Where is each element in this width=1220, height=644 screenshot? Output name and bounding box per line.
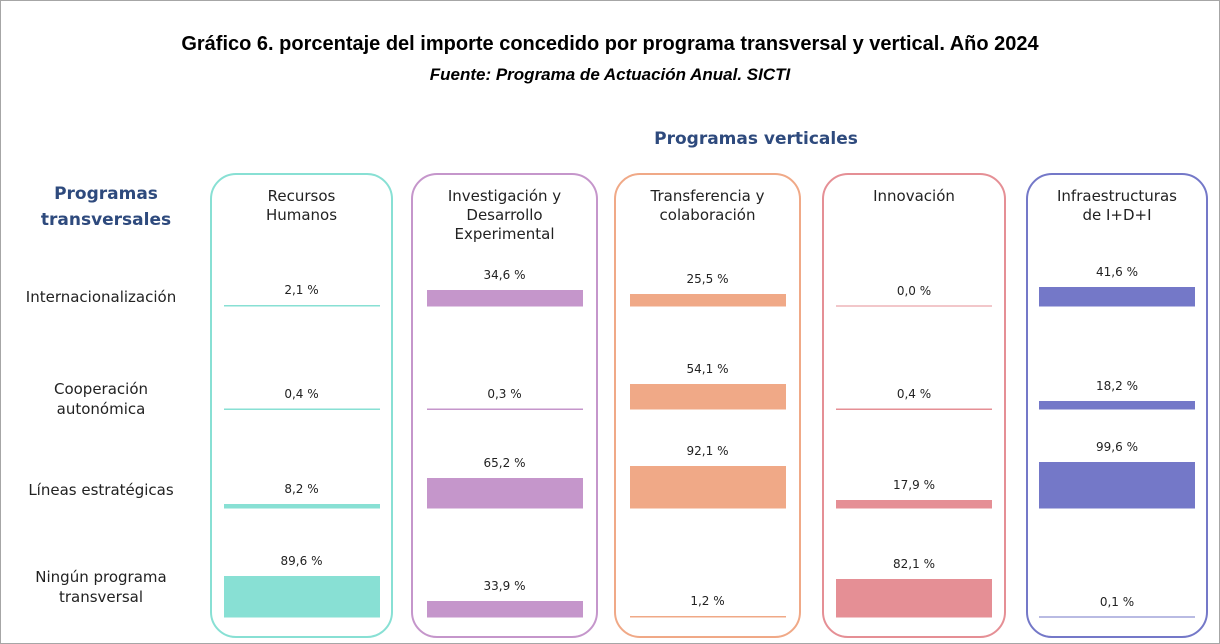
baseline [223,507,380,509]
baseline [1039,507,1195,509]
panel [210,173,393,638]
baseline [836,507,992,509]
bar [426,478,583,508]
baseline [426,616,583,618]
baseline [629,616,786,618]
baseline [629,408,786,410]
bar [629,465,786,508]
value-label: 0,4 % [896,386,932,401]
row-axis-label: Programas transversales [40,184,172,230]
value-label: 2,1 % [284,283,319,298]
baseline [1039,408,1195,410]
baseline [836,408,992,410]
value-label: 34,6 % [483,268,526,283]
value-label: 0,4 % [284,386,319,401]
chart-subtitle: Fuente: Programa de Actuación Anual. SIC… [429,65,791,84]
bar [629,384,786,409]
bar [1039,400,1195,409]
column-axis-label: Programas verticales [654,129,858,149]
value-label: 8,2 % [284,482,319,497]
value-label: 82,1 % [893,557,935,572]
baseline [426,507,583,509]
value-label: 89,6 % [280,553,323,568]
panel [614,173,801,638]
value-label: 0,1 % [1099,594,1135,609]
bar [1039,462,1195,508]
chart-title: Gráfico 6. porcentaje del importe conced… [181,33,1039,55]
bar [426,601,583,617]
baseline [629,507,786,509]
baseline [426,305,583,307]
value-label: 54,1 % [686,362,729,377]
row-label: Líneas estratégicas [28,481,174,499]
series-name: Recursos Humanos [265,187,338,224]
panel [411,173,598,638]
baseline [1039,305,1195,307]
panel [1026,173,1208,638]
series-name: Infraestructuras de I+D+I [1057,187,1177,224]
series-name: Investigación y Desarrollo Experimental [447,187,562,243]
bar [426,290,583,306]
value-label: 99,6 % [1096,440,1138,455]
baseline [223,616,380,618]
series-name: Transferencia y colaboración [650,187,765,224]
value-label: 18,2 % [1096,378,1138,393]
panel [822,173,1006,638]
value-label: 33,9 % [483,579,526,594]
bar [223,305,380,306]
series-name: Innovación [873,187,955,205]
bar [836,499,992,508]
bar [223,504,380,508]
value-label: 92,1 % [686,443,729,458]
value-label: 65,2 % [483,456,526,470]
value-label: 0,3 % [487,386,522,401]
row-label: Internacionalización [25,288,177,306]
baseline [629,305,786,307]
baseline [223,408,380,410]
value-label: 25,5 % [686,272,729,287]
bar [223,575,380,617]
bar [1039,286,1195,306]
baseline [836,305,992,307]
baseline [223,305,380,307]
baseline [1039,616,1195,618]
value-label: 0,0 % [896,284,932,298]
bar [629,294,786,306]
value-label: 1,2 % [690,594,725,609]
row-label: Cooperación autonómica [53,380,149,418]
value-label: 41,6 % [1096,264,1138,279]
bar [629,616,786,617]
bar [836,579,992,617]
baseline [426,408,583,410]
value-label: 17,9 % [893,477,935,492]
baseline [836,616,992,618]
row-label: Ningún programa transversal [35,568,167,606]
